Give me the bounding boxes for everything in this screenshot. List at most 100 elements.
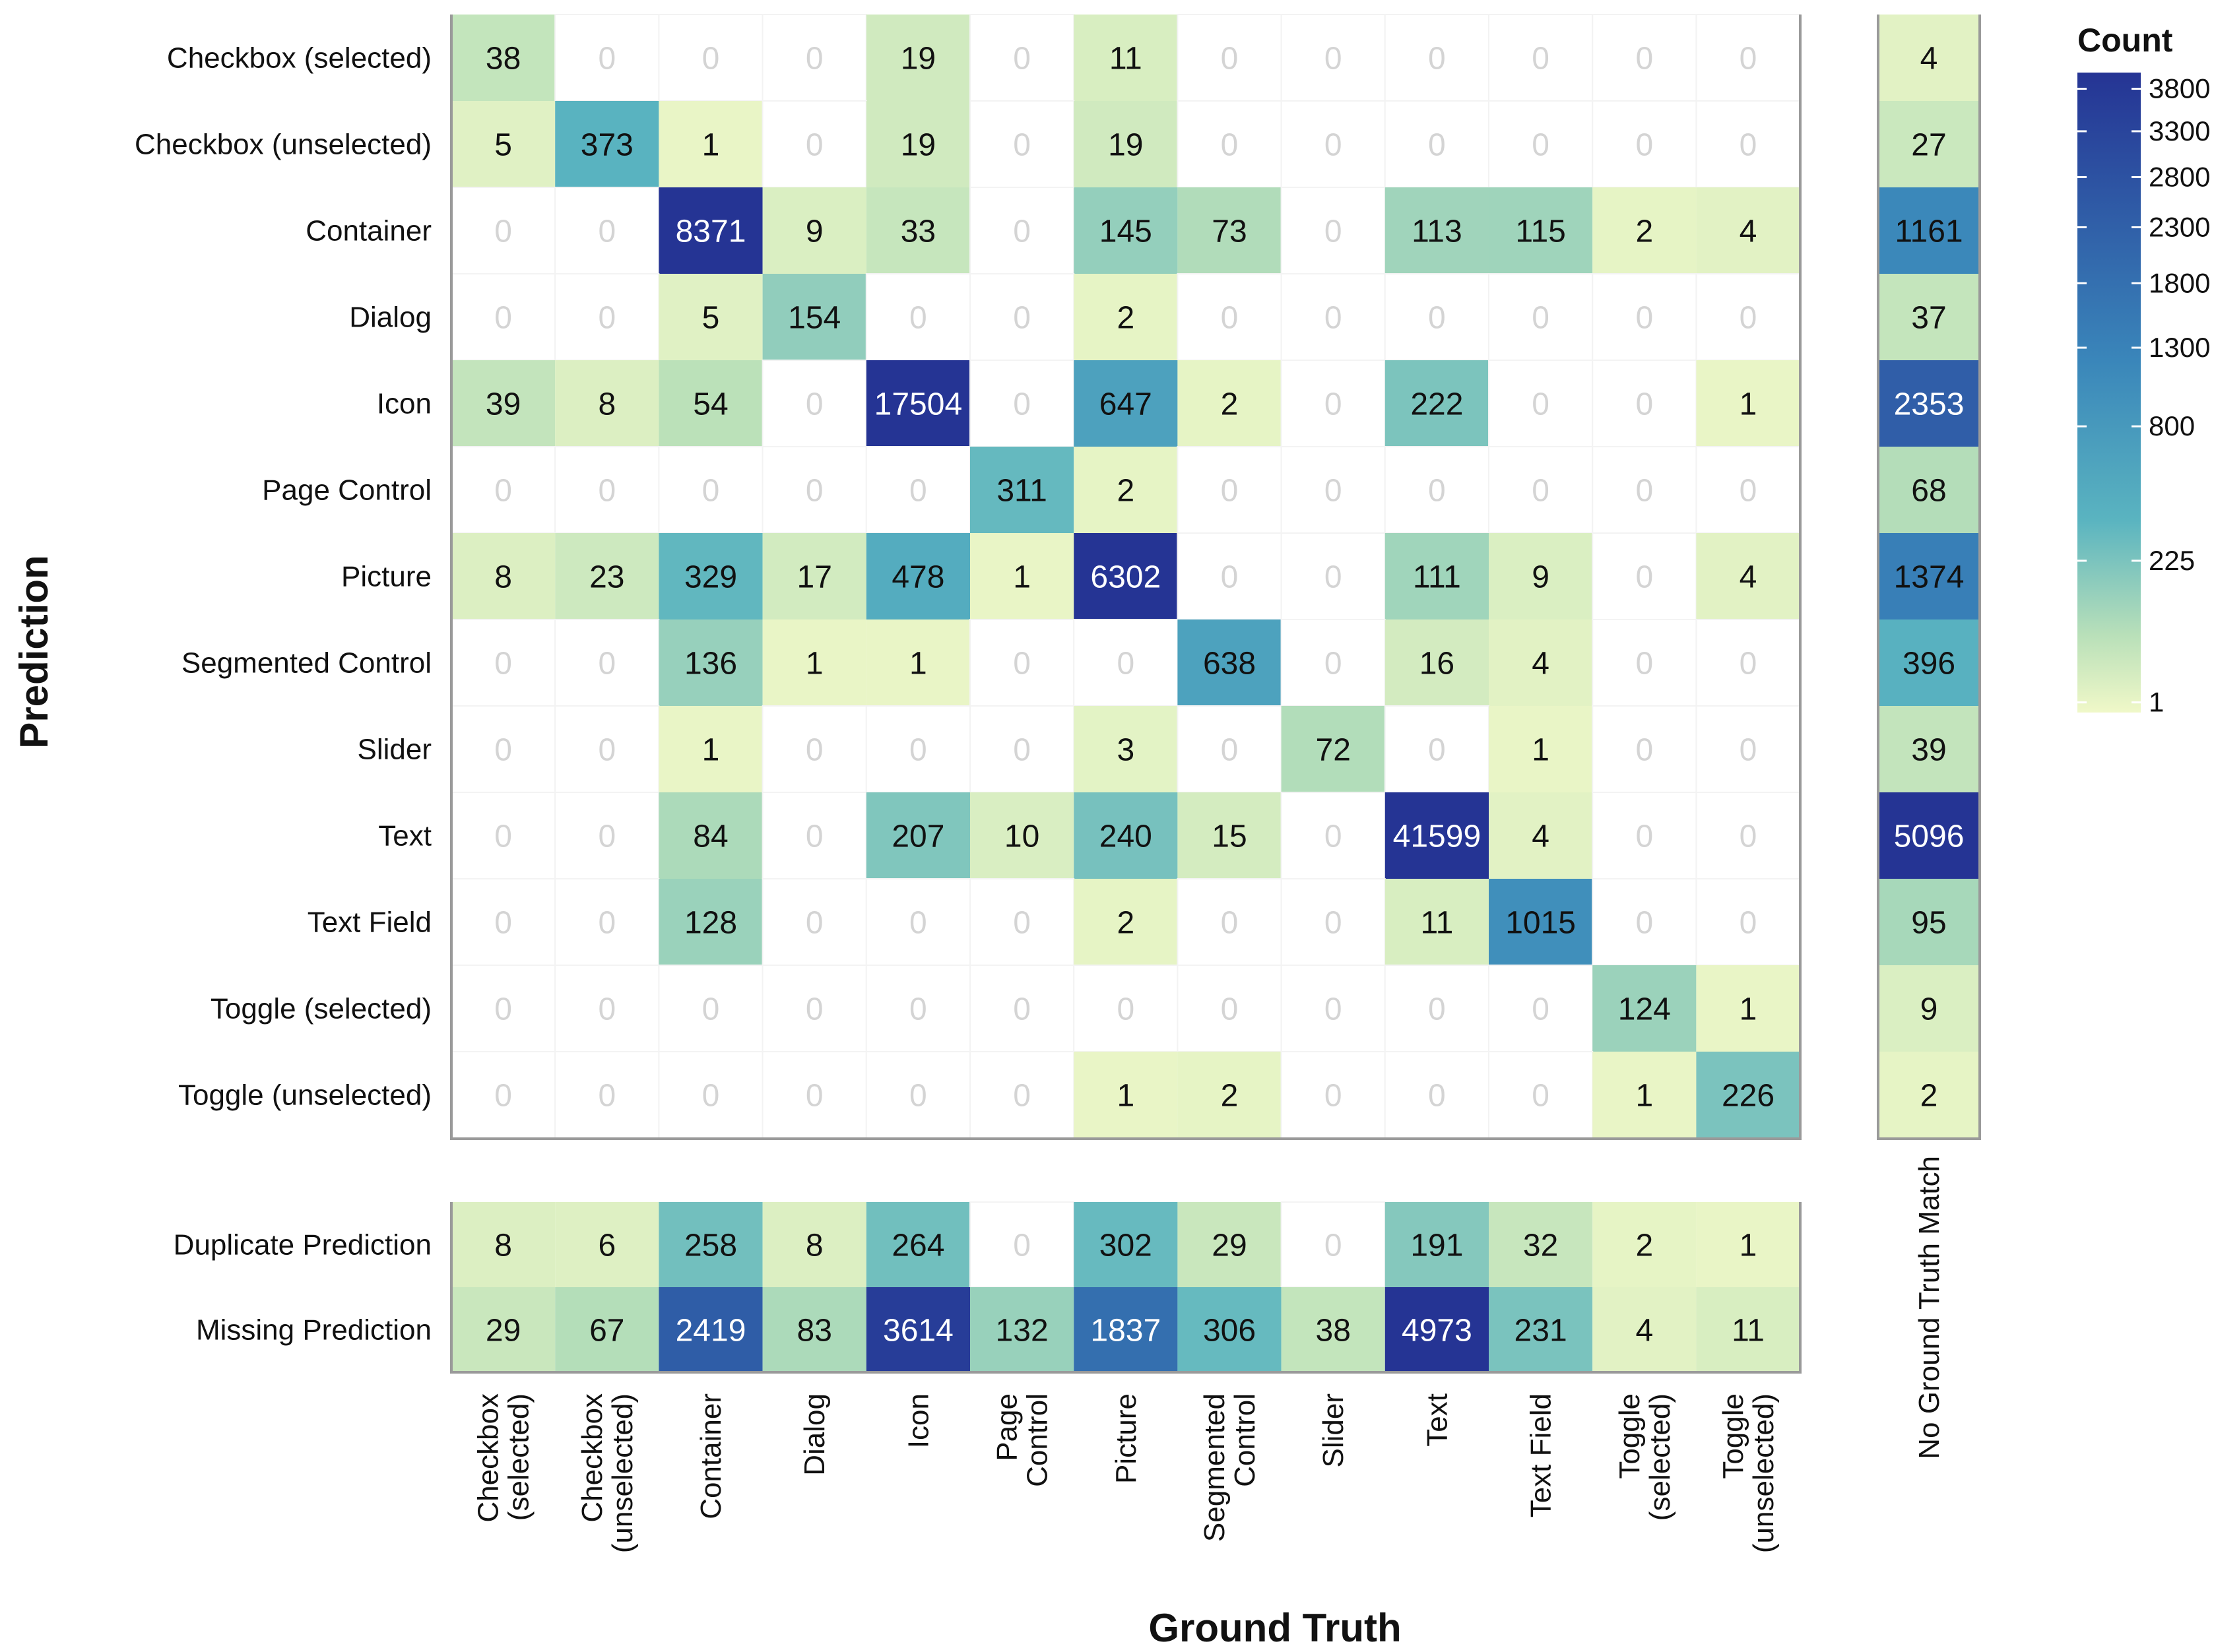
cell-duplicate-prediction-page-control: 0 bbox=[969, 1201, 1075, 1288]
cell-rect bbox=[1878, 15, 1980, 101]
cell-rect bbox=[1384, 14, 1490, 102]
cell-toggle-unselected-checkbox-selected: 0 bbox=[451, 1051, 556, 1139]
cell-rect bbox=[555, 360, 659, 447]
cell-value: 329 bbox=[684, 560, 737, 595]
cell-value: 478 bbox=[892, 560, 944, 595]
cell-icon-no-ground-truth-match: 2353 bbox=[1878, 360, 1980, 447]
cell-value: 95 bbox=[1911, 906, 1946, 941]
cell-text-toggle-unselected: 0 bbox=[1695, 792, 1801, 879]
cell-value: 0 bbox=[1221, 301, 1239, 336]
cell-rect bbox=[762, 100, 867, 188]
cell-value: 638 bbox=[1203, 647, 1256, 682]
cell-rect bbox=[865, 965, 971, 1052]
cell-value: 0 bbox=[1324, 128, 1342, 163]
cell-rect bbox=[659, 706, 763, 792]
cell-value: 647 bbox=[1099, 387, 1152, 422]
cell-value: 0 bbox=[494, 474, 512, 509]
row-label: Dialog bbox=[349, 302, 432, 334]
cell-rect bbox=[762, 360, 867, 447]
row-label: Duplicate Prediction bbox=[174, 1229, 432, 1261]
cell-value: 3 bbox=[1117, 733, 1134, 768]
cell-rect bbox=[659, 187, 763, 274]
cell-text-field-icon: 0 bbox=[865, 878, 971, 966]
cell-segmented-control-page-control: 0 bbox=[969, 619, 1075, 707]
row-label: Missing Prediction bbox=[196, 1314, 432, 1347]
cell-rect bbox=[1280, 878, 1386, 966]
colorbar-ticks: 1 225 800 1300 1800 2300 2800 3300 3800 bbox=[2077, 73, 2210, 718]
cell-toggle-selected-text-field: 0 bbox=[1488, 965, 1594, 1052]
cell-segmented-control-text: 16 bbox=[1384, 620, 1489, 706]
cell-value: 4 bbox=[1532, 647, 1549, 682]
cell-value: 73 bbox=[1212, 214, 1247, 249]
cell-value: 0 bbox=[909, 474, 927, 509]
cell-rect bbox=[1489, 792, 1593, 879]
cell-icon-dialog: 0 bbox=[762, 360, 867, 447]
row-label: Text bbox=[378, 820, 432, 852]
cell-rect bbox=[1074, 101, 1178, 187]
cell-slider-text: 0 bbox=[1384, 705, 1490, 793]
cell-rect bbox=[1177, 1287, 1282, 1372]
cell-rect bbox=[970, 1287, 1074, 1372]
row-label: Container bbox=[306, 215, 432, 247]
cell-icon-text-field: 0 bbox=[1488, 360, 1594, 447]
cell-rect bbox=[1592, 965, 1697, 1052]
cell-value: 0 bbox=[1013, 733, 1031, 768]
cell-page-control-text: 0 bbox=[1384, 446, 1490, 534]
column-label: Text bbox=[1421, 1393, 1453, 1447]
cell-rect bbox=[1177, 100, 1282, 188]
colorbar-tick-label: 1 bbox=[2149, 687, 2164, 718]
cell-container-toggle-unselected: 4 bbox=[1696, 187, 1800, 274]
cell-value: 2 bbox=[1221, 1079, 1239, 1114]
cell-value: 2 bbox=[1117, 474, 1134, 509]
cell-value: 11 bbox=[1420, 906, 1453, 941]
cell-text-field-toggle-selected: 0 bbox=[1592, 878, 1697, 966]
cell-duplicate-prediction-dialog: 8 bbox=[762, 1202, 866, 1287]
cell-value: 264 bbox=[892, 1228, 944, 1263]
cell-toggle-selected-slider: 0 bbox=[1280, 965, 1386, 1052]
cell-value: 0 bbox=[494, 214, 512, 249]
cell-value: 0 bbox=[1013, 301, 1031, 336]
cell-rect bbox=[1280, 273, 1386, 361]
cell-duplicate-prediction-text: 191 bbox=[1384, 1202, 1489, 1287]
cell-value: 54 bbox=[693, 387, 728, 422]
cell-value: 0 bbox=[806, 474, 824, 509]
cell-rect bbox=[866, 533, 970, 620]
cell-value: 68 bbox=[1911, 474, 1946, 509]
column-label: (selected) bbox=[1644, 1393, 1676, 1521]
cell-value: 0 bbox=[1740, 474, 1757, 509]
cell-rect bbox=[1878, 274, 1980, 360]
cell-rect bbox=[866, 101, 970, 187]
cell-segmented-control-checkbox-selected: 0 bbox=[451, 619, 556, 707]
cell-icon-picture: 647 bbox=[1074, 360, 1178, 447]
cell-value: 0 bbox=[494, 992, 512, 1027]
cell-value: 23 bbox=[589, 560, 624, 595]
cell-rect bbox=[1280, 100, 1386, 188]
cell-text-text-field: 4 bbox=[1489, 792, 1593, 879]
cell-segmented-control-toggle-unselected: 0 bbox=[1695, 619, 1801, 707]
cell-value: 27 bbox=[1911, 128, 1946, 163]
cell-text-slider: 0 bbox=[1280, 792, 1386, 879]
cell-value: 0 bbox=[1740, 906, 1757, 941]
column-label: Toggle bbox=[1613, 1393, 1646, 1479]
cell-toggle-selected-no-ground-truth-match: 9 bbox=[1878, 965, 1980, 1052]
column-label: Checkbox bbox=[472, 1393, 505, 1523]
cell-rect bbox=[554, 14, 660, 102]
cell-missing-prediction-text: 4973 bbox=[1384, 1287, 1489, 1372]
cell-text-field-text-field: 1015 bbox=[1489, 879, 1593, 965]
cell-toggle-selected-toggle-unselected: 1 bbox=[1696, 965, 1800, 1052]
cell-missing-prediction-dialog: 83 bbox=[762, 1287, 866, 1372]
cell-toggle-selected-toggle-selected: 124 bbox=[1592, 965, 1697, 1052]
cell-value: 33 bbox=[901, 214, 936, 249]
cell-rect bbox=[762, 533, 866, 620]
cell-container-text: 113 bbox=[1384, 187, 1489, 274]
cell-value: 1 bbox=[909, 647, 927, 682]
cell-rect bbox=[1488, 14, 1594, 102]
cell-rect bbox=[1074, 533, 1178, 620]
cell-value: 10 bbox=[1004, 819, 1039, 854]
cell-value: 0 bbox=[1324, 992, 1342, 1027]
column-label: Page bbox=[991, 1393, 1024, 1461]
cell-rect bbox=[1489, 187, 1593, 274]
cell-value: 67 bbox=[589, 1314, 624, 1349]
cell-value: 9 bbox=[1532, 560, 1549, 595]
